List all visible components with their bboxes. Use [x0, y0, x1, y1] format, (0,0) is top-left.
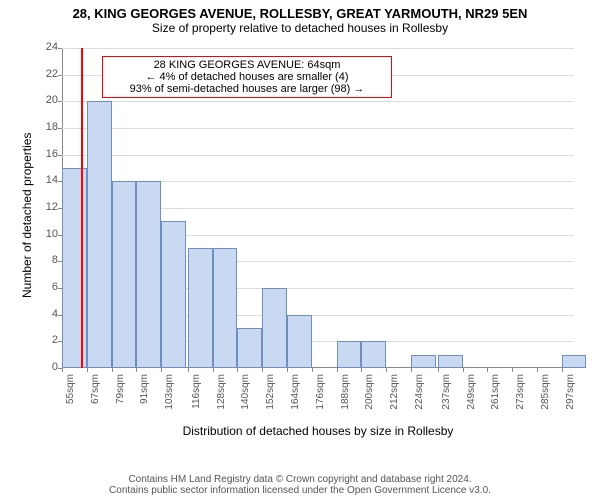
gridline: [62, 128, 574, 129]
x-tick-mark: [188, 368, 189, 372]
gridline: [62, 101, 574, 102]
x-tick-label: 212sqm: [389, 374, 400, 410]
x-tick-label: 249sqm: [466, 374, 477, 410]
y-tick-mark: [58, 48, 62, 49]
x-tick-mark: [487, 368, 488, 372]
y-tick-label: 2: [36, 334, 58, 346]
histogram-bar: [213, 248, 238, 368]
x-tick-mark: [87, 368, 88, 372]
x-tick-label: 188sqm: [340, 374, 351, 410]
x-tick-mark: [463, 368, 464, 372]
x-tick-label: 164sqm: [290, 374, 301, 410]
x-tick-mark: [213, 368, 214, 372]
x-tick-mark: [287, 368, 288, 372]
x-tick-label: 176sqm: [315, 374, 326, 410]
annotation-line: 93% of semi-detached houses are larger (…: [109, 83, 385, 95]
histogram-bar: [237, 328, 262, 368]
page-subtitle: Size of property relative to detached ho…: [0, 21, 600, 35]
y-tick-label: 6: [36, 281, 58, 293]
x-tick-label: 55sqm: [65, 374, 76, 404]
histogram-bar: [361, 341, 386, 368]
x-tick-label: 237sqm: [441, 374, 452, 410]
subject-marker-line: [81, 48, 83, 368]
x-tick-label: 297sqm: [565, 374, 576, 410]
histogram-bar: [62, 168, 87, 368]
y-tick-label: 24: [36, 41, 58, 53]
x-tick-mark: [136, 368, 137, 372]
y-tick-label: 18: [36, 121, 58, 133]
histogram-bar: [562, 355, 587, 368]
page-title: 28, KING GEORGES AVENUE, ROLLESBY, GREAT…: [0, 0, 600, 21]
x-tick-label: 91sqm: [139, 374, 150, 404]
y-tick-mark: [58, 101, 62, 102]
x-tick-mark: [312, 368, 313, 372]
histogram-bar: [161, 221, 186, 368]
gridline: [62, 155, 574, 156]
x-tick-label: 285sqm: [540, 374, 551, 410]
y-axis-label: Number of detached properties: [20, 132, 34, 297]
x-tick-mark: [386, 368, 387, 372]
x-tick-mark: [112, 368, 113, 372]
annotation-box: 28 KING GEORGES AVENUE: 64sqm← 4% of det…: [102, 56, 392, 98]
y-tick-label: 10: [36, 228, 58, 240]
x-tick-label: 140sqm: [240, 374, 251, 410]
x-tick-label: 224sqm: [414, 374, 425, 410]
attribution-line-1: Contains HM Land Registry data © Crown c…: [0, 474, 600, 485]
histogram-bar: [112, 181, 137, 368]
x-tick-label: 116sqm: [191, 374, 202, 409]
histogram-bar: [188, 248, 213, 368]
y-tick-label: 14: [36, 174, 58, 186]
histogram-plot: 02468101214161820222455sqm67sqm79sqm91sq…: [62, 48, 574, 368]
histogram-bar: [287, 315, 312, 368]
x-tick-label: 67sqm: [90, 374, 101, 404]
x-tick-label: 152sqm: [265, 374, 276, 410]
x-tick-mark: [337, 368, 338, 372]
x-tick-label: 79sqm: [115, 374, 126, 404]
x-tick-label: 273sqm: [515, 374, 526, 410]
annotation-line: ← 4% of detached houses are smaller (4): [109, 71, 385, 83]
x-tick-label: 103sqm: [164, 374, 175, 410]
y-tick-label: 16: [36, 148, 58, 160]
x-tick-mark: [237, 368, 238, 372]
x-axis-label: Distribution of detached houses by size …: [62, 424, 574, 438]
x-tick-mark: [62, 368, 63, 372]
histogram-bar: [87, 101, 112, 368]
y-tick-label: 8: [36, 254, 58, 266]
y-tick-label: 0: [36, 361, 58, 373]
gridline: [62, 48, 574, 49]
histogram-bar: [262, 288, 287, 368]
attribution-text: Contains HM Land Registry data © Crown c…: [0, 474, 600, 496]
y-tick-label: 4: [36, 308, 58, 320]
x-tick-mark: [361, 368, 362, 372]
y-tick-label: 20: [36, 94, 58, 106]
x-tick-mark: [562, 368, 563, 372]
x-tick-mark: [262, 368, 263, 372]
y-tick-label: 12: [36, 201, 58, 213]
attribution-line-2: Contains public sector information licen…: [0, 485, 600, 496]
x-tick-mark: [537, 368, 538, 372]
x-tick-mark: [438, 368, 439, 372]
x-tick-mark: [512, 368, 513, 372]
y-tick-mark: [58, 155, 62, 156]
histogram-bar: [337, 341, 362, 368]
y-tick-label: 22: [36, 68, 58, 80]
x-tick-label: 200sqm: [364, 374, 375, 410]
histogram-bar: [438, 355, 463, 368]
histogram-bar: [411, 355, 436, 368]
annotation-line: 28 KING GEORGES AVENUE: 64sqm: [109, 59, 385, 71]
y-tick-mark: [58, 75, 62, 76]
x-tick-mark: [411, 368, 412, 372]
x-tick-label: 128sqm: [216, 374, 227, 410]
histogram-bar: [136, 181, 161, 368]
x-tick-label: 261sqm: [490, 374, 501, 410]
x-tick-mark: [161, 368, 162, 372]
y-tick-mark: [58, 128, 62, 129]
